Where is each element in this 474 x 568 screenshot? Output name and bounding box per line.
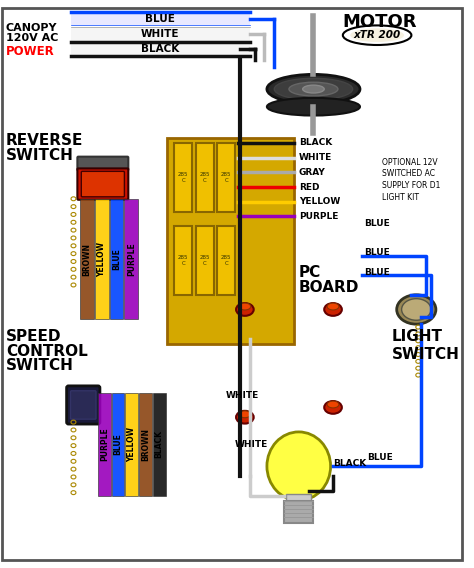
FancyBboxPatch shape xyxy=(126,392,138,495)
FancyBboxPatch shape xyxy=(77,169,128,200)
Text: YELLOW: YELLOW xyxy=(97,241,106,277)
FancyBboxPatch shape xyxy=(196,143,213,211)
Text: 285
C: 285 C xyxy=(221,172,231,183)
FancyBboxPatch shape xyxy=(71,42,250,56)
FancyBboxPatch shape xyxy=(218,226,235,295)
Ellipse shape xyxy=(236,303,254,316)
Text: WHITE: WHITE xyxy=(235,440,268,449)
Text: PURPLE: PURPLE xyxy=(299,212,338,221)
FancyBboxPatch shape xyxy=(67,386,100,424)
FancyBboxPatch shape xyxy=(71,391,96,419)
Text: 120V AC: 120V AC xyxy=(6,34,58,43)
Text: WHITE: WHITE xyxy=(141,29,179,39)
Ellipse shape xyxy=(239,411,251,417)
FancyBboxPatch shape xyxy=(166,138,294,344)
Text: MOTOR: MOTOR xyxy=(343,12,417,31)
Text: 285
C: 285 C xyxy=(200,172,210,183)
FancyBboxPatch shape xyxy=(71,27,250,41)
FancyBboxPatch shape xyxy=(284,502,313,504)
Ellipse shape xyxy=(324,401,342,414)
Ellipse shape xyxy=(239,303,251,310)
Text: YELLOW: YELLOW xyxy=(299,197,340,206)
Text: BROWN: BROWN xyxy=(82,243,91,275)
Text: OPTIONAL 12V
SWITCHED AC
SUPPLY FOR D1
LIGHT KIT: OPTIONAL 12V SWITCHED AC SUPPLY FOR D1 L… xyxy=(382,158,440,202)
FancyBboxPatch shape xyxy=(174,226,192,295)
Text: BLUE: BLUE xyxy=(365,268,390,277)
Ellipse shape xyxy=(327,303,339,310)
Text: PURPLE: PURPLE xyxy=(127,242,136,276)
FancyBboxPatch shape xyxy=(77,157,128,170)
Text: BLACK: BLACK xyxy=(155,430,164,458)
FancyBboxPatch shape xyxy=(284,509,313,512)
Text: BLUE: BLUE xyxy=(114,433,123,455)
FancyBboxPatch shape xyxy=(98,392,111,495)
FancyBboxPatch shape xyxy=(284,502,313,523)
Ellipse shape xyxy=(267,432,330,500)
FancyBboxPatch shape xyxy=(124,199,138,319)
Text: WHITE: WHITE xyxy=(225,391,258,400)
FancyBboxPatch shape xyxy=(284,517,313,520)
FancyBboxPatch shape xyxy=(2,8,462,560)
FancyBboxPatch shape xyxy=(112,392,124,495)
FancyBboxPatch shape xyxy=(80,199,94,319)
Text: 285
C: 285 C xyxy=(178,172,189,183)
FancyBboxPatch shape xyxy=(71,12,250,26)
FancyBboxPatch shape xyxy=(139,392,152,495)
Ellipse shape xyxy=(324,303,342,316)
Text: BLACK: BLACK xyxy=(333,459,366,468)
Ellipse shape xyxy=(236,411,254,424)
Text: SWITCH: SWITCH xyxy=(6,358,74,373)
Text: LIGHT: LIGHT xyxy=(392,329,443,344)
Text: BOARD: BOARD xyxy=(299,280,359,295)
FancyBboxPatch shape xyxy=(82,172,124,197)
Text: xTR 200: xTR 200 xyxy=(354,30,401,40)
Text: BLACK: BLACK xyxy=(299,139,332,148)
Ellipse shape xyxy=(289,82,338,96)
Text: RED: RED xyxy=(299,182,319,191)
Text: SWITCH: SWITCH xyxy=(392,346,460,362)
Text: BLUE: BLUE xyxy=(145,14,175,23)
Ellipse shape xyxy=(303,85,324,93)
Text: 285
C: 285 C xyxy=(200,255,210,266)
Text: BLUE: BLUE xyxy=(367,453,393,462)
Ellipse shape xyxy=(274,78,353,100)
Text: CANOPY: CANOPY xyxy=(6,23,57,34)
FancyBboxPatch shape xyxy=(284,506,313,508)
Text: BLUE: BLUE xyxy=(365,219,390,228)
Text: PURPLE: PURPLE xyxy=(100,427,109,461)
Text: BROWN: BROWN xyxy=(141,428,150,461)
Text: YELLOW: YELLOW xyxy=(127,427,136,462)
FancyBboxPatch shape xyxy=(109,199,123,319)
Ellipse shape xyxy=(343,26,411,45)
FancyBboxPatch shape xyxy=(218,143,235,211)
Text: BLUE: BLUE xyxy=(365,248,390,257)
Text: BLACK: BLACK xyxy=(141,44,179,54)
Text: SPEED: SPEED xyxy=(6,329,61,344)
Text: SWITCH: SWITCH xyxy=(6,148,74,163)
FancyBboxPatch shape xyxy=(95,199,109,319)
Ellipse shape xyxy=(327,401,339,408)
Ellipse shape xyxy=(267,98,360,115)
Ellipse shape xyxy=(350,28,404,42)
Text: WHITE: WHITE xyxy=(299,153,332,162)
Text: 285
C: 285 C xyxy=(221,255,231,266)
Text: 285
C: 285 C xyxy=(178,255,189,266)
Text: GRAY: GRAY xyxy=(299,168,326,177)
Text: BLUE: BLUE xyxy=(112,248,121,270)
FancyBboxPatch shape xyxy=(286,494,311,502)
Ellipse shape xyxy=(397,295,436,324)
Ellipse shape xyxy=(267,74,360,104)
FancyBboxPatch shape xyxy=(174,143,192,211)
Text: PC: PC xyxy=(299,265,321,281)
Text: CONTROL: CONTROL xyxy=(6,344,88,359)
FancyBboxPatch shape xyxy=(153,392,165,495)
Ellipse shape xyxy=(401,299,431,320)
FancyBboxPatch shape xyxy=(196,226,213,295)
FancyBboxPatch shape xyxy=(284,513,313,516)
Text: REVERSE: REVERSE xyxy=(6,133,83,148)
Text: POWER: POWER xyxy=(6,45,55,58)
